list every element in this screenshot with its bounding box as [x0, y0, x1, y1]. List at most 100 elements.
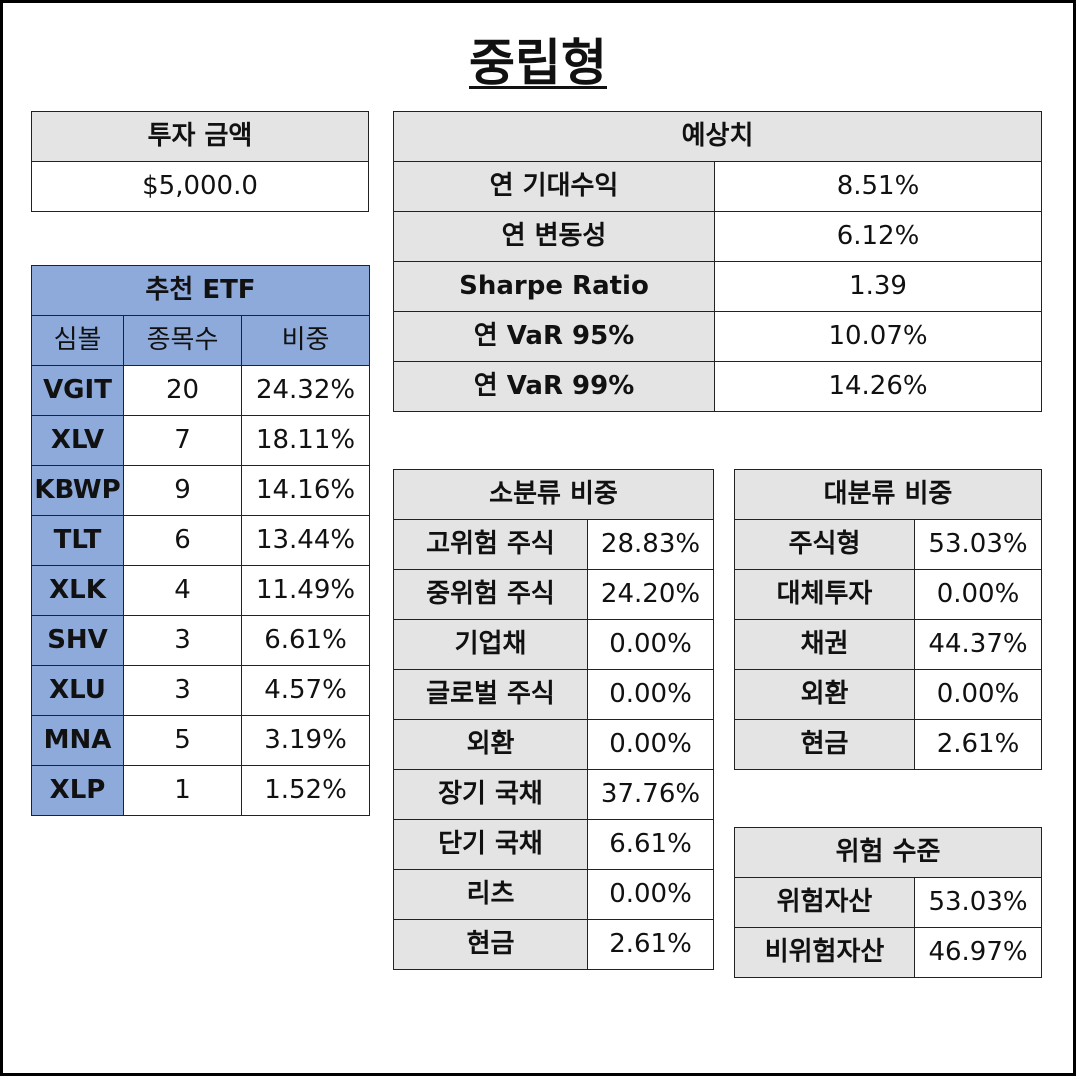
sub-category-label: 중위험 주식 — [393, 569, 588, 620]
sub-category-table: 소분류 비중 고위험 주식 28.83% 중위험 주식 24.20% 기업채 0.00… — [393, 469, 714, 970]
main-category-label: 외환 — [734, 669, 915, 720]
etf-count: 3 — [123, 665, 242, 716]
sub-category-value: 0.00% — [587, 669, 714, 720]
main-category-row: 외환 0.00% — [734, 669, 1042, 720]
etf-count: 6 — [123, 515, 242, 566]
sub-category-label: 고위험 주식 — [393, 519, 588, 570]
sub-category-row: 현금 2.61% — [393, 919, 714, 970]
estimate-label: 연 기대수익 — [393, 161, 715, 212]
etf-col-count: 종목수 — [123, 315, 242, 366]
risk-level-table: 위험 수준 위험자산 53.03% 비위험자산 46.97% — [733, 827, 1043, 978]
etf-weight: 24.32% — [240, 365, 371, 416]
main-category-value: 2.61% — [914, 719, 1042, 770]
etf-symbol: XLK — [31, 565, 124, 616]
etf-row: KBWP 9 14.16% — [31, 465, 371, 516]
etf-weight: 18.11% — [240, 415, 371, 466]
main-category-value: 53.03% — [914, 519, 1042, 570]
main-category-row: 현금 2.61% — [734, 719, 1042, 770]
sub-category-value: 28.83% — [587, 519, 714, 570]
estimate-value: 6.12% — [713, 211, 1043, 262]
risk-level-label: 위험자산 — [734, 877, 915, 928]
sub-category-label: 기업채 — [393, 619, 588, 670]
investment-header: 투자 금액 — [31, 111, 369, 162]
etf-row: TLT 6 13.44% — [31, 515, 371, 566]
estimates-table: 예상치 연 기대수익 8.51% 연 변동성 6.12% Sharpe Ratio 1… — [392, 111, 1043, 412]
estimate-row: 연 기대수익 8.51% — [393, 161, 1043, 212]
etf-weight: 14.16% — [240, 465, 371, 516]
etf-symbol: XLU — [31, 665, 124, 716]
main-category-row: 주식형 53.03% — [734, 519, 1042, 570]
estimate-label: Sharpe Ratio — [393, 261, 715, 312]
main-category-value: 0.00% — [914, 669, 1042, 720]
estimate-value: 8.51% — [713, 161, 1043, 212]
etf-symbol: KBWP — [31, 465, 124, 516]
estimates-header: 예상치 — [392, 111, 1043, 162]
etf-row: MNA 5 3.19% — [31, 715, 371, 766]
sub-category-row: 리츠 0.00% — [393, 869, 714, 920]
sub-category-label: 외환 — [393, 719, 588, 770]
main-category-label: 채권 — [734, 619, 915, 670]
estimate-value: 1.39 — [713, 261, 1043, 312]
sub-category-label: 장기 국채 — [393, 769, 588, 820]
etf-col-symbol: 심볼 — [31, 315, 124, 366]
etf-symbol: TLT — [31, 515, 124, 566]
etf-weight: 11.49% — [240, 565, 371, 616]
estimate-label: 연 VaR 99% — [393, 361, 715, 412]
sub-category-label: 현금 — [393, 919, 588, 970]
etf-weight: 13.44% — [240, 515, 371, 566]
sub-category-value: 2.61% — [587, 919, 714, 970]
risk-level-header: 위험 수준 — [733, 827, 1043, 878]
main-category-table: 대분류 비중 주식형 53.03% 대체투자 0.00% 채권 44.37% 외환 0.… — [734, 469, 1042, 770]
estimate-row: 연 변동성 6.12% — [393, 211, 1043, 262]
etf-symbol: MNA — [31, 715, 124, 766]
main-category-value: 44.37% — [914, 619, 1042, 670]
sub-category-value: 0.00% — [587, 869, 714, 920]
etf-row: XLK 4 11.49% — [31, 565, 371, 616]
main-category-label: 대체투자 — [734, 569, 915, 620]
sub-category-row: 장기 국채 37.76% — [393, 769, 714, 820]
sub-category-row: 외환 0.00% — [393, 719, 714, 770]
investment-amount: $5,000.0 — [31, 161, 369, 212]
sub-category-value: 0.00% — [587, 719, 714, 770]
sub-category-row: 글로벌 주식 0.00% — [393, 669, 714, 720]
etf-weight: 3.19% — [240, 715, 371, 766]
sub-category-row: 고위험 주식 28.83% — [393, 519, 714, 570]
main-category-header: 대분류 비중 — [734, 469, 1042, 520]
sub-category-value: 6.61% — [587, 819, 714, 870]
etf-symbol: XLV — [31, 415, 124, 466]
sub-category-row: 중위험 주식 24.20% — [393, 569, 714, 620]
sub-category-label: 단기 국채 — [393, 819, 588, 870]
etf-row: XLV 7 18.11% — [31, 415, 371, 466]
risk-level-label: 비위험자산 — [734, 927, 915, 978]
etf-count: 5 — [123, 715, 242, 766]
etf-count: 7 — [123, 415, 242, 466]
estimate-label: 연 VaR 95% — [393, 311, 715, 362]
etf-count: 4 — [123, 565, 242, 616]
main-category-label: 주식형 — [734, 519, 915, 570]
etf-count: 1 — [123, 765, 242, 816]
sub-category-value: 0.00% — [587, 619, 714, 670]
estimate-row: 연 VaR 99% 14.26% — [393, 361, 1043, 412]
etf-symbol: XLP — [31, 765, 124, 816]
etf-weight: 1.52% — [240, 765, 371, 816]
etf-count: 20 — [123, 365, 242, 416]
estimate-value: 14.26% — [713, 361, 1043, 412]
etf-row: XLP 1 1.52% — [31, 765, 371, 816]
etf-header: 추천 ETF — [30, 265, 371, 316]
sub-category-value: 37.76% — [587, 769, 714, 820]
etf-row: SHV 3 6.61% — [31, 615, 371, 666]
main-category-row: 대체투자 0.00% — [734, 569, 1042, 620]
main-category-row: 채권 44.37% — [734, 619, 1042, 670]
etf-row: VGIT 20 24.32% — [31, 365, 371, 416]
sub-category-label: 리츠 — [393, 869, 588, 920]
etf-count: 3 — [123, 615, 242, 666]
etf-row: XLU 3 4.57% — [31, 665, 371, 716]
sub-category-value: 24.20% — [587, 569, 714, 620]
estimate-row: Sharpe Ratio 1.39 — [393, 261, 1043, 312]
etf-col-weight: 비중 — [240, 315, 371, 366]
main-category-value: 0.00% — [914, 569, 1042, 620]
etf-weight: 4.57% — [240, 665, 371, 716]
estimate-label: 연 변동성 — [393, 211, 715, 262]
estimate-value: 10.07% — [713, 311, 1043, 362]
page-title: 중립형 — [0, 28, 1076, 98]
